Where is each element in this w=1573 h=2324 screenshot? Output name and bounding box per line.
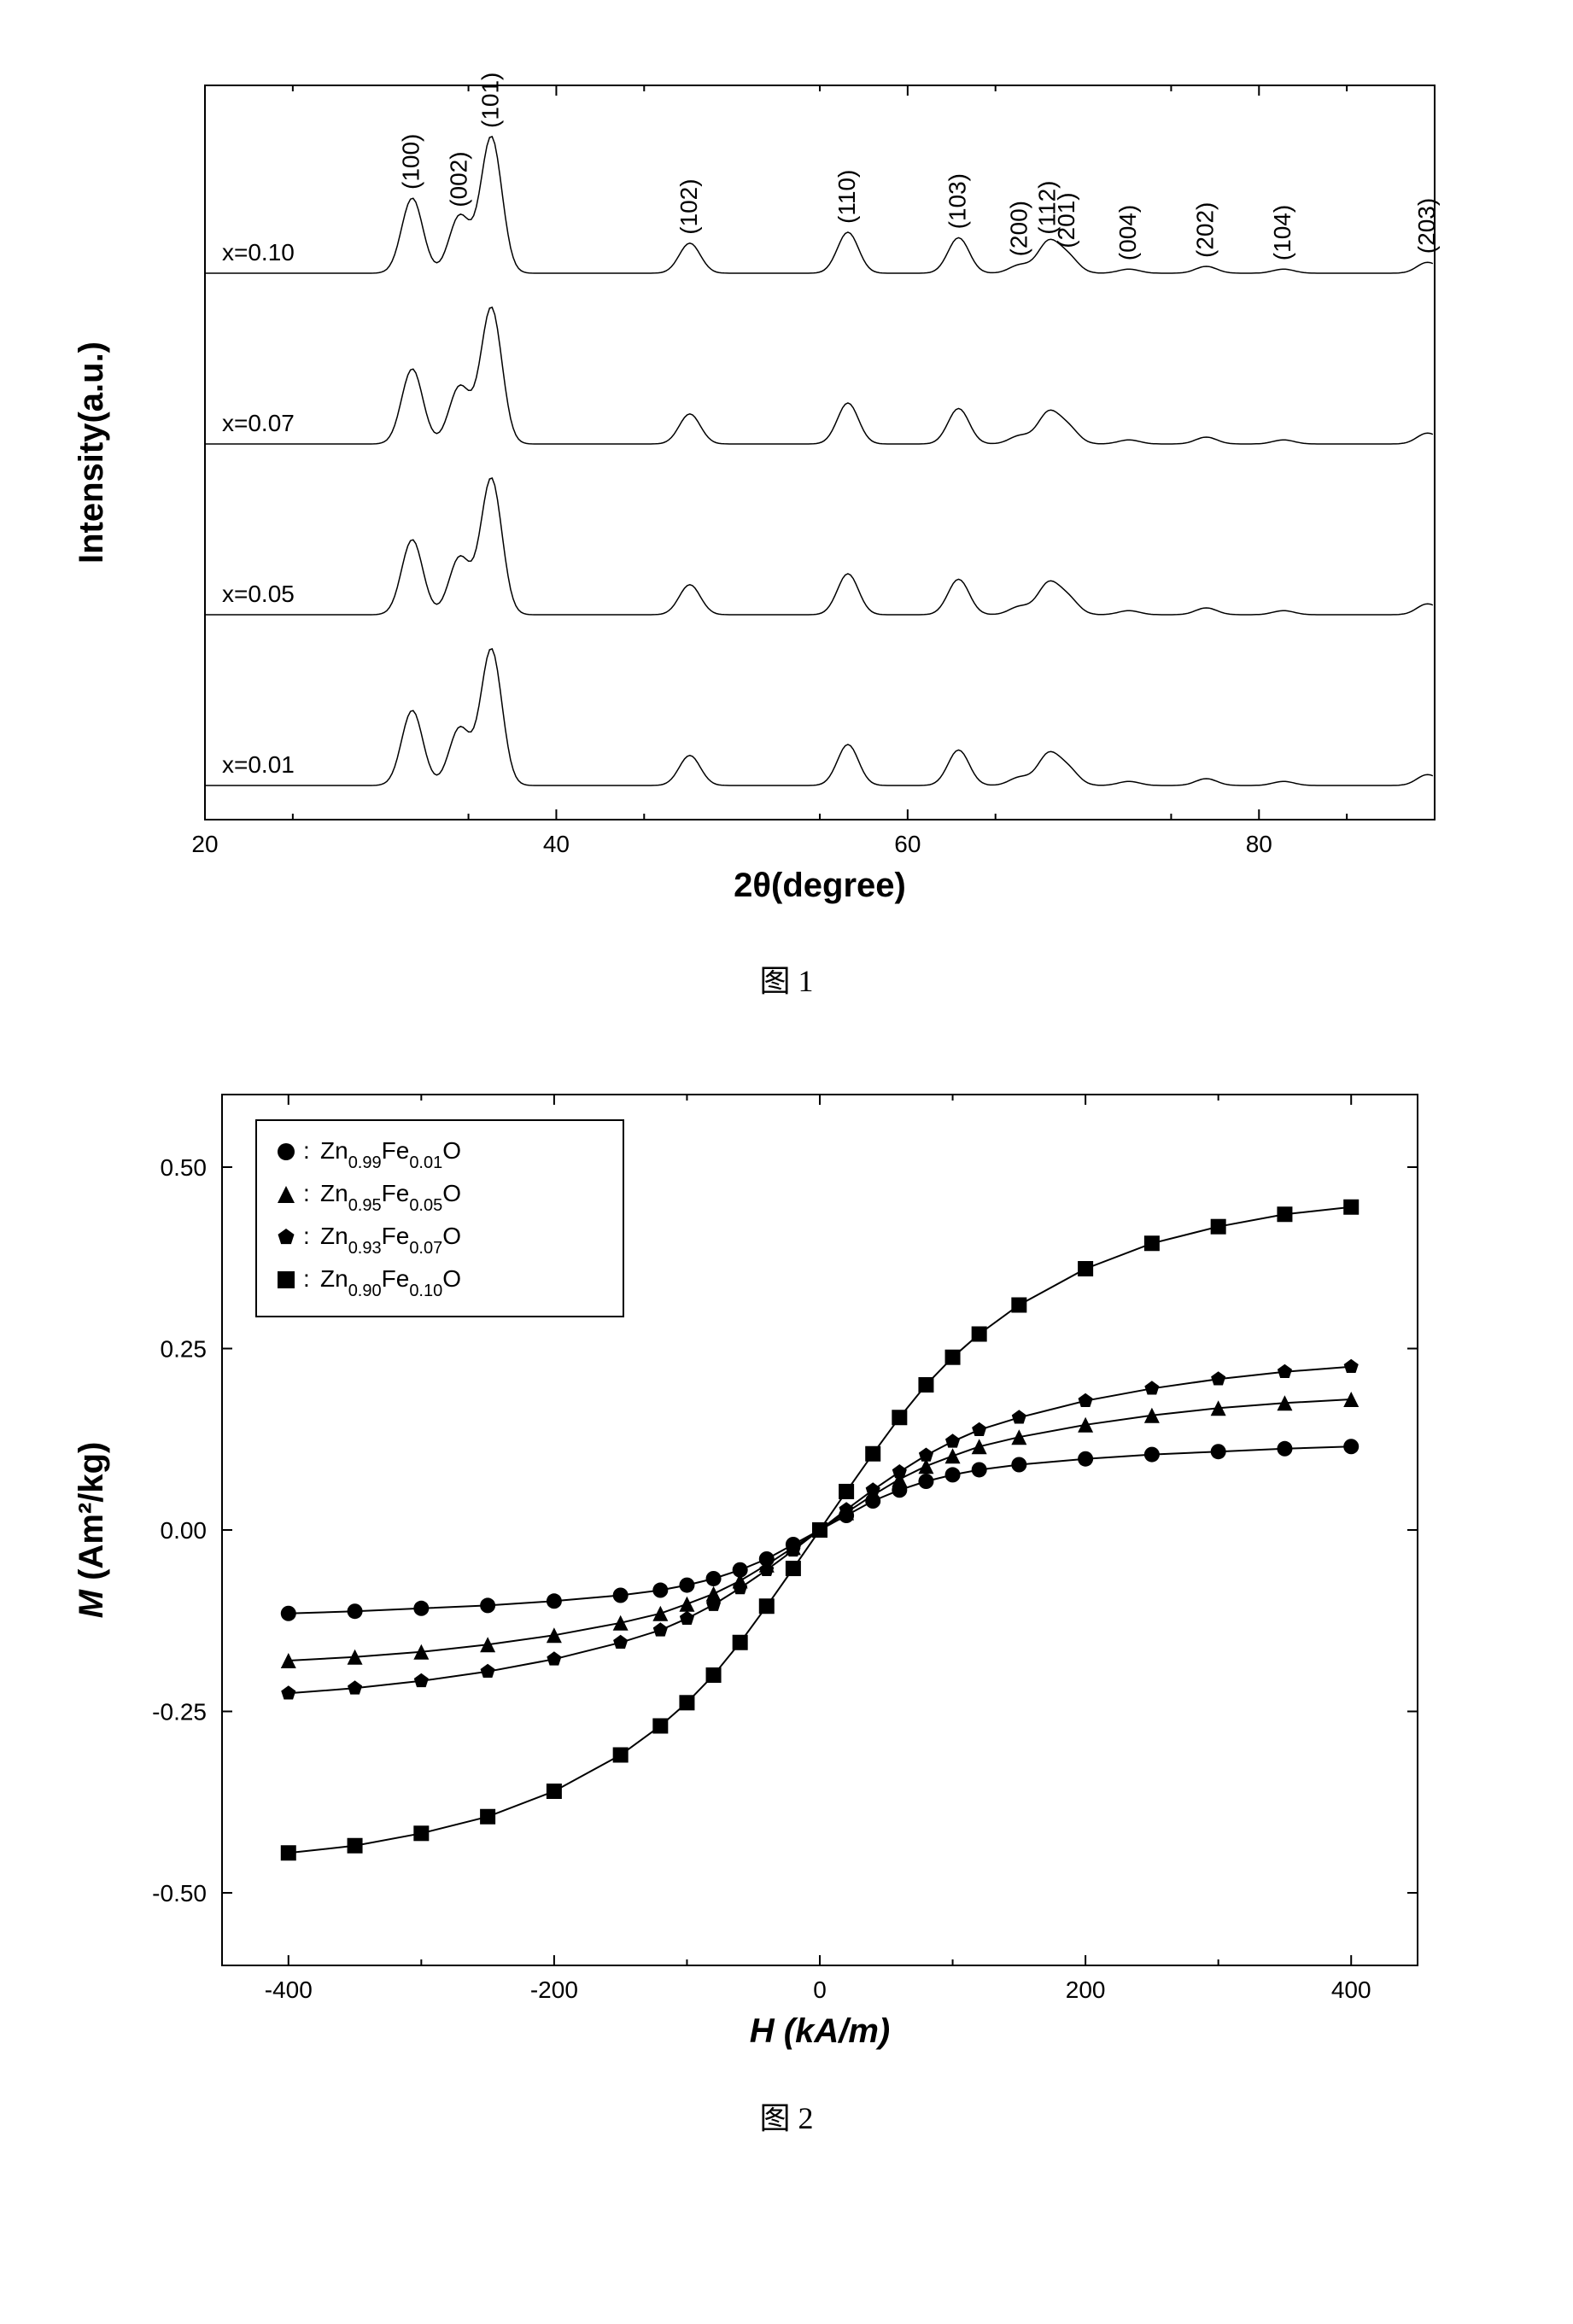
peak-label: (004) [1114,205,1141,260]
svg-text:0.50: 0.50 [161,1154,208,1181]
xrd-trace [205,649,1433,785]
svg-text:0: 0 [813,1977,827,2003]
svg-text:-400: -400 [265,1977,313,2003]
svg-text::: : [303,1180,310,1206]
figure-1-xrd: 20 40 60 80 2θ(degree) Intensity(a.u.) x=0.10 x… [34,34,1539,1001]
peak-label: (104) [1269,205,1295,260]
peak-label: (203) [1413,198,1440,254]
svg-text:200: 200 [1066,1977,1106,2003]
legend-item: Zn0.95Fe0.05O [320,1180,461,1215]
svg-text:0.00: 0.00 [161,1517,208,1544]
peak-label: (002) [445,151,471,207]
legend-item: Zn0.99Fe0.01O [320,1137,461,1172]
xrd-trace [205,307,1433,444]
mh-chart: -400 -200 0 200 400 -0.50 -0.25 0.00 0.25 0.50 H (… [34,1052,1486,2076]
xrd-series-label: x=0.05 [222,581,295,607]
peak-label: (101) [477,73,503,128]
svg-text:-0.25: -0.25 [152,1699,207,1725]
legend-item: Zn0.93Fe0.07O [320,1223,461,1258]
peak-label: (200) [1006,201,1032,256]
figure-2-caption: 图 2 [34,2093,1539,2138]
xrd-trace [205,478,1433,615]
xrd-series-label: x=0.10 [222,239,295,266]
xrd-chart: 20 40 60 80 2θ(degree) Intensity(a.u.) x=0.10 x… [34,34,1486,939]
svg-text:40: 40 [543,831,570,857]
legend-item: Zn0.90Fe0.10O [320,1265,461,1300]
xrd-trace [205,137,1433,273]
peak-label: (202) [1192,202,1219,258]
svg-text:60: 60 [894,831,921,857]
peak-label: (201) [1053,192,1079,248]
svg-text:H (kA/m): H (kA/m) [750,2012,890,2050]
peak-label: (103) [944,173,971,229]
xrd-series-label: x=0.01 [222,751,295,778]
xrd-series-label: x=0.07 [222,410,295,436]
svg-text:0.25: 0.25 [161,1336,208,1363]
figure-2-mh: -400 -200 0 200 400 -0.50 -0.25 0.00 0.25 0.50 H (… [34,1052,1539,2138]
peak-label: (102) [675,178,702,234]
svg-text:2θ(degree): 2θ(degree) [734,867,906,904]
peak-label: (110) [833,170,860,224]
svg-text::: : [303,1223,310,1249]
svg-text::: : [303,1137,310,1164]
svg-text:M (Am²/kg): M (Am²/kg) [73,1442,110,1619]
svg-text:-0.50: -0.50 [152,1880,207,1906]
figure-1-caption: 图 1 [34,956,1539,1001]
svg-text:80: 80 [1246,831,1272,857]
svg-text::: : [303,1265,310,1292]
svg-text:400: 400 [1331,1977,1371,2003]
svg-text:20: 20 [191,831,218,857]
svg-text:-200: -200 [530,1977,578,2003]
svg-text:Intensity(a.u.): Intensity(a.u.) [73,342,110,563]
peak-label: (100) [398,134,424,190]
